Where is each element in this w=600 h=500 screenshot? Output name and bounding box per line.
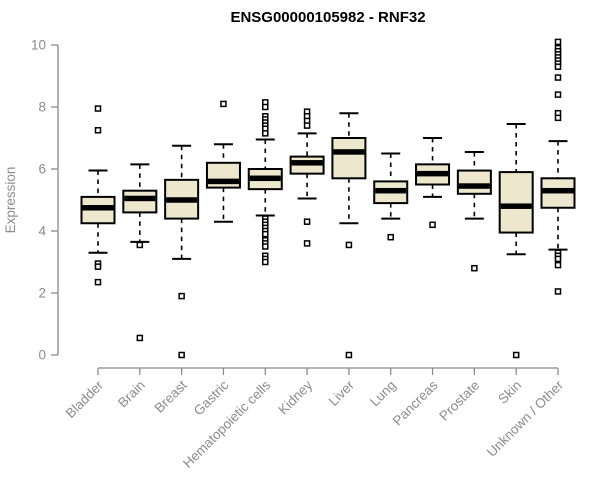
box-group-prostate bbox=[456, 150, 492, 272]
chart-title: ENSG00000105982 - RNF32 bbox=[230, 9, 425, 26]
median-line bbox=[291, 160, 323, 166]
median-line bbox=[542, 187, 574, 194]
iqr-box bbox=[331, 137, 367, 180]
x-tick-label-liver: Liver bbox=[326, 377, 358, 409]
box-group-breast bbox=[164, 144, 200, 359]
outlier-point bbox=[554, 63, 562, 70]
x-tick-label-kidney: Kidney bbox=[275, 377, 315, 417]
box-group-unknown-other bbox=[540, 38, 576, 295]
outlier-point bbox=[94, 105, 102, 112]
median-line bbox=[166, 197, 198, 203]
median-line bbox=[500, 203, 532, 209]
outlier-point bbox=[136, 334, 144, 342]
outlier-point bbox=[262, 243, 269, 250]
box-group-kidney bbox=[289, 108, 325, 247]
x-tick-label-gastric: Gastric bbox=[191, 377, 232, 418]
outlier-point bbox=[94, 263, 102, 270]
iqr-box bbox=[456, 169, 492, 195]
outlier-point bbox=[220, 100, 227, 108]
outlier-point bbox=[345, 351, 353, 359]
x-tick-label-lung: Lung bbox=[367, 378, 399, 410]
y-tick-label: 0 bbox=[38, 348, 46, 363]
outlier-point bbox=[303, 122, 311, 129]
iqr-box bbox=[498, 171, 534, 234]
outlier-point bbox=[554, 261, 562, 269]
box-group-bladder bbox=[80, 105, 116, 286]
y-axis-label: Expression bbox=[3, 167, 18, 234]
outlier-point bbox=[94, 127, 102, 134]
outlier-point bbox=[262, 103, 269, 111]
outlier-point bbox=[554, 114, 562, 122]
x-tick-label-pancreas: Pancreas bbox=[390, 377, 441, 428]
outlier-point bbox=[262, 130, 269, 137]
box-group-lung bbox=[373, 152, 409, 241]
outlier-point bbox=[512, 351, 520, 359]
box-group-skin bbox=[498, 123, 534, 359]
outlier-point bbox=[303, 218, 311, 225]
median-line bbox=[417, 170, 449, 177]
y-tick-label: 4 bbox=[38, 224, 46, 239]
y-tick-label: 6 bbox=[38, 162, 46, 177]
box-group-liver bbox=[331, 112, 367, 359]
median-line bbox=[333, 149, 365, 155]
outlier-point bbox=[136, 241, 144, 249]
outlier-point bbox=[178, 351, 185, 359]
median-line bbox=[207, 178, 239, 185]
outlier-point bbox=[345, 241, 353, 249]
y-tick-label: 2 bbox=[38, 286, 46, 301]
outlier-point bbox=[178, 292, 185, 300]
box-group-gastric bbox=[205, 100, 241, 223]
outlier-point bbox=[94, 278, 102, 286]
y-tick-label: 10 bbox=[31, 38, 46, 53]
y-tick-label: 8 bbox=[38, 100, 46, 115]
outlier-point bbox=[429, 221, 436, 229]
outlier-point bbox=[387, 233, 394, 241]
median-line bbox=[375, 187, 407, 194]
median-line bbox=[124, 195, 156, 202]
x-tick-label-bladder: Bladder bbox=[63, 377, 107, 421]
iqr-box bbox=[122, 189, 158, 214]
outlier-point bbox=[554, 38, 562, 46]
outlier-point bbox=[554, 91, 562, 98]
median-line bbox=[458, 183, 490, 189]
x-tick-label-breast: Breast bbox=[152, 377, 190, 415]
median-line bbox=[82, 205, 114, 211]
x-tick-label-unknown-other: Unknown / Other bbox=[484, 377, 567, 460]
box-group-brain bbox=[122, 163, 158, 342]
outlier-point bbox=[262, 230, 269, 238]
outlier-point bbox=[554, 74, 562, 81]
x-tick-label-skin: Skin bbox=[495, 378, 524, 407]
outlier-point bbox=[262, 258, 269, 266]
box-group-hematopoietic-cells bbox=[247, 99, 283, 266]
x-tick-label-brain: Brain bbox=[115, 378, 148, 411]
x-tick-label-prostate: Prostate bbox=[436, 378, 482, 424]
outlier-point bbox=[471, 264, 478, 272]
box-group-pancreas bbox=[415, 137, 451, 229]
outlier-point bbox=[554, 255, 562, 263]
plot-area bbox=[80, 38, 576, 359]
outlier-point bbox=[554, 288, 562, 295]
outlier-point bbox=[303, 240, 311, 247]
median-line bbox=[249, 175, 281, 182]
